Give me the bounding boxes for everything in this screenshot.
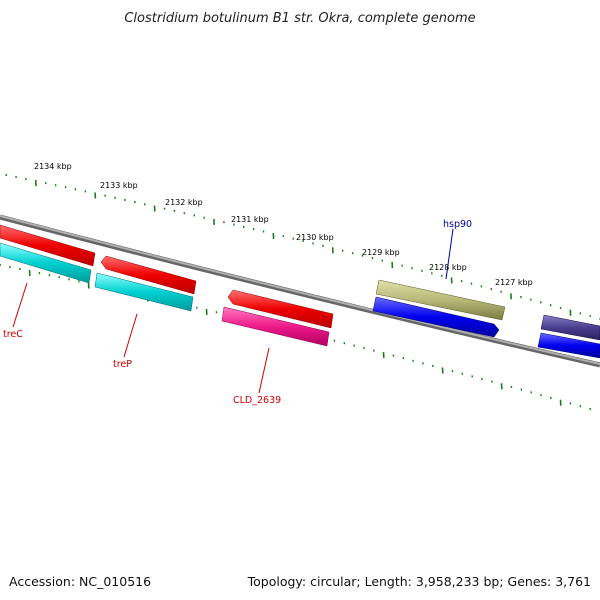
kbp-label: 2134 kbp: [34, 162, 72, 171]
gene-label-lines: [12, 228, 454, 394]
gene-label-treP[interactable]: treP: [113, 359, 132, 370]
kbp-label: 2131 kbp: [231, 215, 269, 224]
gene-arrow-CLD_2639[interactable]: [221, 306, 330, 347]
gene-arrow-purple[interactable]: [540, 314, 600, 341]
gene-features: [0, 224, 600, 359]
kbp-label: 2129 kbp: [362, 248, 400, 257]
outer-ruler-ticks: [5, 173, 600, 321]
map-title: Clostridium botulinum B1 str. Okra, comp…: [124, 11, 475, 26]
gene-label-CLD_2639[interactable]: CLD_2639: [233, 395, 281, 406]
gene-label-treC[interactable]: treC: [3, 329, 23, 340]
gene-arrow-blue-1[interactable]: [372, 296, 500, 338]
accession-text: Accession: NC_010516: [9, 574, 151, 589]
gene-arrow-hsp90[interactable]: [375, 279, 506, 321]
gene-arrow-red-3[interactable]: [227, 289, 334, 329]
gene-labels: treC treP CLD_2639 hsp90: [3, 219, 472, 406]
gene-arrow-treP[interactable]: [94, 272, 194, 312]
kbp-label: 2130 kbp: [296, 233, 334, 242]
kbp-label: 2133 kbp: [100, 181, 138, 190]
gene-arrow-red-1[interactable]: [0, 224, 96, 267]
gene-arrow-treC[interactable]: [0, 242, 92, 284]
kbp-label: 2132 kbp: [165, 198, 203, 207]
gene-arrow-red-2[interactable]: [100, 255, 197, 295]
gene-arrow-blue-2[interactable]: [537, 332, 600, 359]
kbp-label: 2127 kbp: [495, 278, 533, 287]
gene-label-hsp90[interactable]: hsp90: [443, 219, 472, 230]
genome-backbone: [0, 214, 600, 368]
topology-text: Topology: circular; Length: 3,958,233 bp…: [247, 574, 591, 589]
